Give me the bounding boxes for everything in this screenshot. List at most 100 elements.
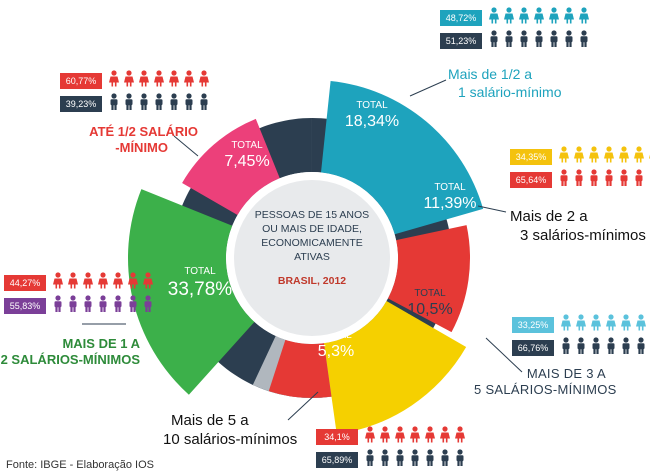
connector-line bbox=[409, 79, 447, 97]
woman-icon bbox=[394, 426, 406, 448]
man-icon bbox=[588, 169, 600, 191]
label-three-to-five: MAIS DE 3 A 5 SALÁRIOS-MÍNIMOS bbox=[474, 366, 617, 399]
slice-total-value: 5,3% bbox=[318, 343, 354, 360]
people-row-women: 60,77% bbox=[60, 70, 210, 92]
label-half-to-one: Mais de 1/2 a 1 salário-mínimo bbox=[448, 66, 561, 101]
man-icon bbox=[97, 295, 109, 317]
man-icon bbox=[424, 449, 436, 471]
people-percent-badge: 65,64% bbox=[510, 172, 552, 188]
label-one-to-two: MAIS DE 1 A 2 SALÁRIOS-MÍNIMOS bbox=[0, 336, 140, 369]
woman-icon bbox=[142, 272, 154, 294]
people-row-men: 65,89% bbox=[316, 449, 466, 471]
people-percent-badge: 48,72% bbox=[440, 10, 482, 26]
woman-icon bbox=[618, 146, 630, 168]
label-five-to-ten: Mais de 5 a 10 salários-mínimos bbox=[163, 412, 297, 450]
woman-icon bbox=[198, 70, 210, 92]
woman-icon bbox=[379, 426, 391, 448]
label-upto-half: ATÉ 1/2 SALÁRIO -MÍNIMO bbox=[72, 124, 198, 157]
label-line-1: MAIS DE 3 A bbox=[526, 366, 606, 381]
woman-icon bbox=[439, 426, 451, 448]
man-icon bbox=[409, 449, 421, 471]
woman-icon bbox=[153, 70, 165, 92]
woman-icon bbox=[620, 314, 632, 336]
people-icons bbox=[108, 70, 210, 92]
center-region-year: BRASIL, 2012 bbox=[278, 275, 346, 287]
woman-icon bbox=[97, 272, 109, 294]
man-icon bbox=[123, 93, 135, 115]
people-row-women: 34,1% bbox=[316, 426, 466, 448]
woman-icon bbox=[548, 7, 560, 29]
slice-total-value: 11,39% bbox=[423, 195, 476, 212]
slice-two_to_three bbox=[387, 225, 470, 333]
label-line-1: Mais de 1/2 a bbox=[448, 66, 533, 82]
man-icon bbox=[439, 449, 451, 471]
people-row-women: 48,72% bbox=[440, 7, 590, 29]
connector-line bbox=[477, 205, 507, 213]
man-icon bbox=[605, 337, 617, 359]
man-icon bbox=[533, 30, 545, 52]
woman-icon bbox=[573, 146, 585, 168]
label-two-to-three: Mais de 2 a 3 salários-mínimos bbox=[510, 208, 646, 246]
people-icons bbox=[560, 314, 650, 336]
slice-upto_half bbox=[182, 118, 280, 215]
man-icon bbox=[52, 295, 64, 317]
woman-icon bbox=[138, 70, 150, 92]
woman-icon bbox=[67, 272, 79, 294]
woman-icon bbox=[168, 70, 180, 92]
woman-icon bbox=[454, 426, 466, 448]
people-percent-badge: 66,76% bbox=[512, 340, 554, 356]
woman-icon bbox=[603, 146, 615, 168]
woman-icon bbox=[424, 426, 436, 448]
people-row-women: 44,27% bbox=[4, 272, 154, 294]
people-icons bbox=[52, 295, 154, 317]
people-percent-badge: 60,77% bbox=[60, 73, 102, 89]
label-line-2: -MÍNIMO bbox=[115, 140, 168, 156]
people-icons bbox=[364, 449, 466, 471]
people-row-men: 51,23% bbox=[440, 30, 590, 52]
label-line-1: Mais de 2 a bbox=[510, 208, 588, 225]
people-row-men: 66,76% bbox=[512, 337, 650, 359]
man-icon bbox=[112, 295, 124, 317]
man-icon bbox=[503, 30, 515, 52]
people-row-men: 65,64% bbox=[510, 169, 650, 191]
woman-icon bbox=[409, 426, 421, 448]
man-icon bbox=[82, 295, 94, 317]
woman-icon bbox=[590, 314, 602, 336]
woman-icon bbox=[108, 70, 120, 92]
people-percent-badge: 55,83% bbox=[4, 298, 46, 314]
label-line-2: 5 SALÁRIOS-MÍNIMOS bbox=[474, 382, 617, 398]
slice-total-label: TOTAL bbox=[231, 140, 263, 151]
slice-total-value: 7,45% bbox=[224, 153, 269, 170]
people-row-women: 34,35% bbox=[510, 146, 650, 168]
center-title-line: ECONOMICAMENTE bbox=[261, 237, 363, 249]
man-icon bbox=[379, 449, 391, 471]
woman-icon bbox=[82, 272, 94, 294]
label-line-1: MAIS DE 1 A bbox=[62, 336, 140, 351]
people-icons bbox=[488, 30, 590, 52]
center-title-line: PESSOAS DE 15 ANOS bbox=[255, 209, 369, 221]
woman-icon bbox=[633, 146, 645, 168]
woman-icon bbox=[488, 7, 500, 29]
people-icons bbox=[558, 146, 650, 168]
people-percent-badge: 33,25% bbox=[512, 317, 554, 333]
people-icons bbox=[558, 169, 650, 191]
man-icon bbox=[635, 337, 647, 359]
connector-line bbox=[173, 135, 199, 157]
man-icon bbox=[573, 169, 585, 191]
woman-icon bbox=[518, 7, 530, 29]
connector-line bbox=[485, 337, 523, 373]
man-icon bbox=[618, 169, 630, 191]
slice-total-value: 33,78% bbox=[168, 279, 233, 300]
man-icon bbox=[127, 295, 139, 317]
man-icon bbox=[142, 295, 154, 317]
man-icon bbox=[394, 449, 406, 471]
woman-icon bbox=[533, 7, 545, 29]
people-percent-badge: 51,23% bbox=[440, 33, 482, 49]
man-icon bbox=[488, 30, 500, 52]
woman-icon bbox=[558, 146, 570, 168]
center-disk bbox=[234, 180, 390, 336]
woman-icon bbox=[127, 272, 139, 294]
man-icon bbox=[518, 30, 530, 52]
slice-three_to_five bbox=[323, 301, 467, 435]
